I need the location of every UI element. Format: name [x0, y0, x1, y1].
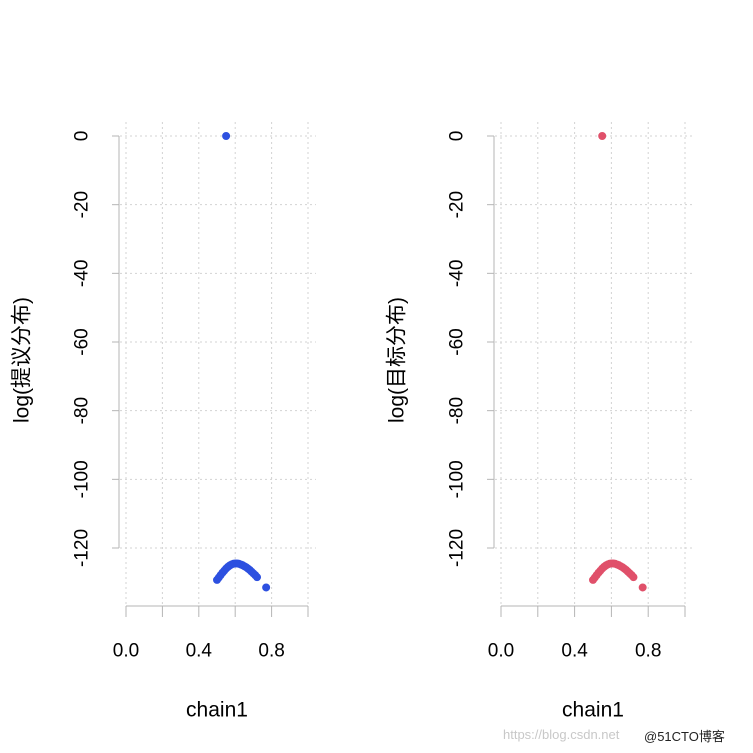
data-points — [589, 131, 647, 592]
y-tick-label: -60 — [447, 328, 468, 355]
data-point — [222, 131, 231, 140]
y-tick-label: -20 — [72, 191, 93, 218]
y-axis: 0 -20 -40 -60 -80 -100 -120 — [72, 131, 120, 567]
data-point — [638, 583, 647, 592]
data-point — [598, 131, 607, 140]
x-tick-label: 0.8 — [635, 641, 661, 662]
data-point — [262, 583, 271, 592]
y-axis-title: log(提议分布) — [11, 297, 34, 423]
grid — [495, 122, 692, 604]
x-axis: 0.0 0.4 0.8 — [488, 605, 686, 662]
x-axis-title: chain1 — [186, 699, 248, 722]
grid — [120, 122, 316, 604]
y-tick-label: 0 — [72, 131, 93, 142]
x-tick-label: 0.8 — [258, 641, 284, 662]
x-tick-label: 0.4 — [561, 641, 588, 662]
y-tick-label: -20 — [447, 191, 468, 218]
data-points — [212, 131, 271, 592]
data-point — [253, 573, 262, 582]
y-tick-label: 0 — [447, 131, 468, 142]
y-tick-label: -100 — [72, 460, 93, 498]
y-tick-label: -120 — [447, 529, 468, 567]
y-tick-label: -120 — [72, 529, 93, 567]
watermark-url: https://blog.csdn.net — [503, 727, 620, 742]
x-tick-label: 0.4 — [186, 641, 213, 662]
y-tick-label: -40 — [72, 260, 93, 287]
y-tick-label: -40 — [447, 260, 468, 287]
x-tick-label: 0.0 — [113, 641, 139, 662]
chart-panel-1: 0 -20 -40 -60 -80 -100 -120 0.0 0.4 0.8 chain1 log(… — [11, 122, 316, 722]
x-axis: 0.0 0.4 0.8 — [113, 605, 309, 662]
watermark-brand: @51CTO博客 — [644, 729, 725, 744]
y-axis-title: log(目标分布) — [386, 297, 409, 423]
chart-panel-2: 0 -20 -40 -60 -80 -100 -120 0.0 0.4 0.8 chain1 log(… — [386, 122, 692, 722]
data-point — [629, 573, 638, 582]
y-axis: 0 -20 -40 -60 -80 -100 -120 — [447, 131, 495, 567]
y-tick-label: -100 — [447, 460, 468, 498]
x-axis-title: chain1 — [562, 699, 624, 722]
x-tick-label: 0.0 — [488, 641, 514, 662]
y-tick-label: -60 — [72, 328, 93, 355]
y-tick-label: -80 — [72, 397, 93, 424]
y-tick-label: -80 — [447, 397, 468, 424]
